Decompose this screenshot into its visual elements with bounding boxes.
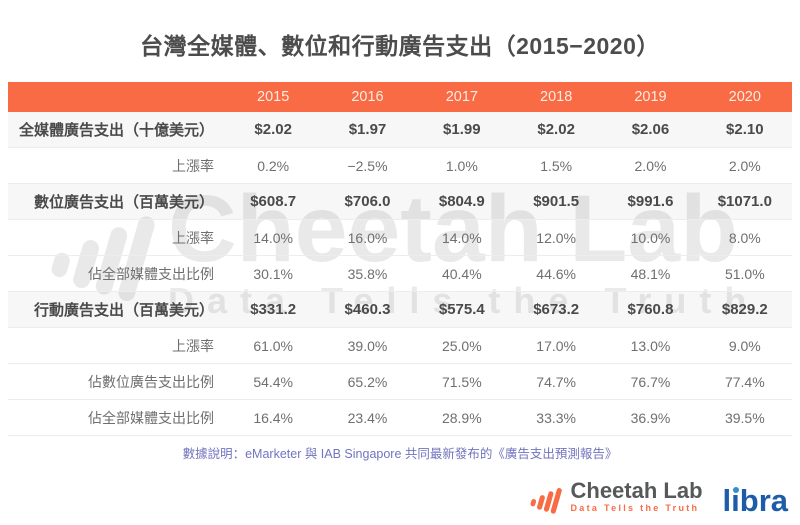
cell-2018: 1.5% bbox=[540, 157, 573, 174]
cell-2017: $804.9 bbox=[438, 193, 485, 210]
year-header-2015: 2015 bbox=[257, 89, 290, 105]
cell-2015: $2.02 bbox=[254, 121, 292, 138]
source-footnote: 數據說明：eMarketer 與 IAB Singapore 共同最新發布的《廣… bbox=[182, 447, 618, 461]
year-header-2018: 2018 bbox=[540, 89, 573, 105]
cell-2017: 25.0% bbox=[441, 337, 482, 354]
row-label: 數位廣告支出（百萬美元） bbox=[33, 194, 214, 211]
page-title: 台灣全媒體、數位和行動廣告支出（2015−2020） bbox=[140, 33, 660, 59]
row-label: 行動廣告支出（百萬美元） bbox=[33, 302, 214, 319]
row-label: 上漲率 bbox=[172, 229, 214, 246]
cell-2020: $1071.0 bbox=[717, 193, 772, 210]
cell-2019: 76.7% bbox=[630, 373, 671, 390]
cell-2020: 39.5% bbox=[724, 409, 765, 426]
cell-2015: 30.1% bbox=[253, 265, 294, 282]
cell-2018: 74.7% bbox=[536, 373, 576, 390]
cell-2015: 54.4% bbox=[253, 373, 294, 390]
table-row: 數位廣告支出（百萬美元） $608.7 $706.0 $804.9 $901.5 $991… bbox=[8, 184, 792, 220]
row-label: 佔數位廣告支出比例 bbox=[88, 373, 214, 390]
cell-2018: 33.3% bbox=[536, 409, 576, 426]
cell-2018: $901.5 bbox=[533, 193, 580, 210]
row-label: 全媒體廣告支出（十億美元） bbox=[18, 122, 214, 139]
cell-2019: $2.06 bbox=[631, 121, 670, 138]
libra-logo: lıbra bbox=[723, 483, 788, 516]
cell-2017: 71.5% bbox=[441, 373, 482, 390]
cell-2017: 40.4% bbox=[441, 265, 482, 282]
year-header-row: 2015 2016 2017 2018 2019 2020 bbox=[8, 82, 792, 112]
cell-2019: 10.0% bbox=[630, 229, 671, 246]
table-row: 上漲率 61.0% 39.0% 25.0% 17.0% 13.0% 9.0% bbox=[8, 328, 792, 364]
cell-2020: 51.0% bbox=[724, 265, 765, 282]
table-row: 上漲率 14.0% 16.0% 14.0% 12.0% 10.0% 8.0% bbox=[8, 220, 792, 256]
cell-2015: $608.7 bbox=[250, 193, 297, 210]
cell-2018: $2.02 bbox=[537, 121, 575, 138]
table-row: 佔全部媒體支出比例 16.4% 23.4% 28.9% 33.3% 36.9% 39.5% bbox=[8, 400, 792, 436]
cell-2018: $673.2 bbox=[533, 301, 580, 318]
cell-2020: 77.4% bbox=[724, 373, 765, 390]
cell-2017: 14.0% bbox=[441, 229, 482, 246]
table-row: 上漲率 0.2% −2.5% 1.0% 1.5% 2.0% 2.0% bbox=[8, 148, 792, 184]
cheetah-logo-tagline: Data Tells the Truth bbox=[570, 503, 700, 514]
row-label: 上漲率 bbox=[172, 337, 214, 354]
year-header-2019: 2019 bbox=[634, 89, 667, 105]
cell-2020: $2.10 bbox=[726, 121, 764, 138]
cell-2015: $331.2 bbox=[250, 301, 297, 318]
row-label: 佔全部媒體支出比例 bbox=[88, 265, 214, 282]
cell-2016: 35.8% bbox=[347, 265, 388, 282]
row-label: 上漲率 bbox=[172, 157, 214, 174]
cell-2018: 12.0% bbox=[536, 229, 576, 246]
cell-2016: 16.0% bbox=[347, 229, 388, 246]
cell-2019: $760.8 bbox=[627, 301, 674, 318]
cell-2019: $991.6 bbox=[627, 193, 674, 210]
cell-2018: 17.0% bbox=[536, 337, 576, 354]
cell-2019: 2.0% bbox=[634, 157, 667, 174]
row-label: 佔全部媒體支出比例 bbox=[88, 409, 214, 426]
cheetah-logo-text: Cheetah Lab Data Tells the Truth bbox=[571, 479, 703, 513]
ad-spend-table: 2015 2016 2017 2018 2019 2020 全媒體廣告支出（十億美元） $2… bbox=[8, 82, 792, 436]
table-row: 全媒體廣告支出（十億美元） $2.02 $1.97 $1.99 $2.02 $2.06 $2… bbox=[8, 112, 792, 148]
cell-2015: 16.4% bbox=[253, 409, 294, 426]
cell-2016: 23.4% bbox=[347, 409, 388, 426]
table-row: 佔數位廣告支出比例 54.4% 65.2% 71.5% 74.7% 76.7% 77.4% bbox=[8, 364, 792, 400]
cell-2020: $829.2 bbox=[721, 301, 768, 318]
cell-2019: 13.0% bbox=[630, 337, 671, 354]
cell-2020: 8.0% bbox=[728, 229, 761, 246]
cell-2017: 28.9% bbox=[441, 409, 482, 426]
cell-2016: $706.0 bbox=[344, 193, 391, 210]
cell-2020: 9.0% bbox=[728, 337, 761, 354]
cell-2019: 48.1% bbox=[630, 265, 671, 282]
year-header-2017: 2017 bbox=[445, 89, 478, 105]
cell-2016: 65.2% bbox=[347, 373, 388, 390]
cell-2016: −2.5% bbox=[347, 157, 388, 174]
cell-2017: $1.99 bbox=[443, 121, 481, 138]
branding-footer: Cheetah Lab Data Tells the Truth lıbra bbox=[530, 479, 788, 519]
table-row: 佔全部媒體支出比例 30.1% 35.8% 40.4% 44.6% 48.1% 51.0% bbox=[8, 256, 792, 292]
cell-2019: 36.9% bbox=[630, 409, 671, 426]
table-row: 行動廣告支出（百萬美元） $331.2 $460.3 $575.4 $673.2 $760… bbox=[8, 292, 792, 328]
cell-2017: $575.4 bbox=[438, 301, 485, 318]
cell-2015: 61.0% bbox=[253, 337, 294, 354]
year-header-2016: 2016 bbox=[351, 89, 384, 105]
year-header-2020: 2020 bbox=[728, 89, 761, 105]
cell-2015: 14.0% bbox=[253, 229, 294, 246]
cheetah-logo-name: Cheetah Lab bbox=[570, 478, 703, 503]
cell-2016: $1.97 bbox=[348, 121, 387, 138]
cheetah-lab-logo: Cheetah Lab Data Tells the Truth bbox=[530, 479, 703, 519]
cell-2018: 44.6% bbox=[536, 265, 576, 282]
cell-2015: 0.2% bbox=[257, 157, 290, 174]
cell-2016: 39.0% bbox=[347, 337, 388, 354]
spend-table-body: 全媒體廣告支出（十億美元） $2.02 $1.97 $1.99 $2.02 $2.06 $2… bbox=[8, 112, 792, 436]
cheetah-bars-icon bbox=[530, 487, 562, 514]
cell-2017: 1.0% bbox=[445, 157, 478, 174]
cell-2016: $460.3 bbox=[344, 301, 391, 318]
libra-dot-icon bbox=[732, 486, 739, 493]
cell-2020: 2.0% bbox=[728, 157, 761, 174]
